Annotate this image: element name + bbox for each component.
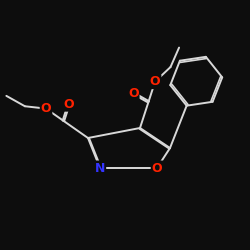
Text: O: O xyxy=(152,162,162,174)
Text: O: O xyxy=(150,75,160,88)
Text: O: O xyxy=(41,102,51,115)
Text: O: O xyxy=(128,87,138,100)
Text: O: O xyxy=(64,98,74,111)
Text: N: N xyxy=(95,162,105,174)
